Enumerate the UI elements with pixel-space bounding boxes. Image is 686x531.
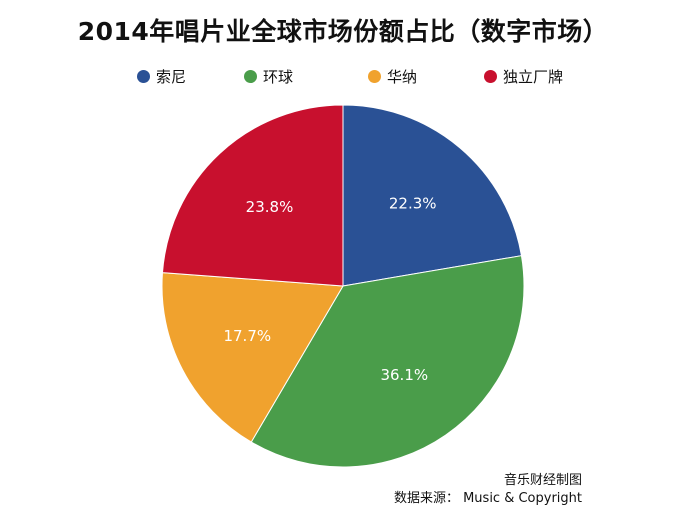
legend-label-warner: 华纳 [387, 68, 418, 86]
legend-item-warner: 华纳 [368, 66, 417, 87]
slice-label-independent: 23.8% [246, 198, 294, 216]
pie-slice-warner [161, 272, 344, 443]
legend-swatch-warner [368, 70, 381, 83]
legend-item-sony: 索尼 [137, 66, 186, 87]
slice-label-warner: 17.7% [223, 327, 271, 345]
legend-swatch-independent [484, 70, 497, 83]
pie-slices [161, 104, 525, 468]
slice-label-universal: 36.1% [380, 366, 428, 384]
legend-label-independent: 独立厂牌 [503, 68, 564, 86]
pie-slice-independent [161, 104, 344, 287]
chart-title: 2014年唱片业全球市场份额占比（数字市场） [77, 17, 609, 46]
source-note: 音乐财经制图 数据来源： Music & Copyright [394, 472, 582, 508]
pie-labels: 22.3% 36.1% 17.7% 23.8% [223, 195, 436, 384]
credit-text: 音乐财经制图 [503, 473, 582, 488]
legend: 索尼 环球 华纳 独立厂牌 [0, 66, 686, 88]
slice-label-sony: 22.3% [389, 195, 437, 213]
legend-item-independent: 独立厂牌 [484, 66, 563, 87]
legend-label-sony: 索尼 [156, 68, 187, 86]
pie-slice-sony [342, 104, 523, 287]
pie-slice-universal [250, 255, 525, 468]
legend-swatch-universal [244, 70, 257, 83]
source-text: 数据来源： Music & Copyright [393, 491, 582, 506]
legend-item-universal: 环球 [244, 66, 293, 87]
legend-swatch-sony [137, 70, 150, 83]
legend-label-universal: 环球 [263, 68, 294, 86]
